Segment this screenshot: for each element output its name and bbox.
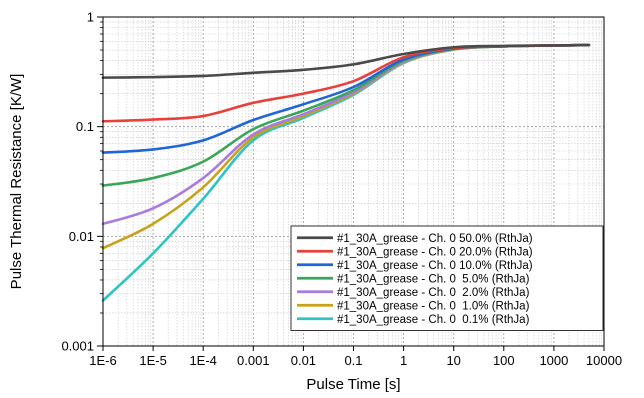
series-line (101, 43, 591, 79)
legend-label: #1_30A_grease - Ch. 0 10.0% (RthJa) (337, 260, 533, 272)
x-tick-labels: 1E-6 1E-5 1E-4 0.001 0.01 0.1 1 10 100 1000 10000 (89, 353, 622, 368)
legend-label: #1_30A_grease - Ch. 0 2.0% (RthJa) (337, 287, 530, 299)
y-tick-label: 0.01 (69, 229, 94, 244)
x-tick-label: 0.001 (237, 353, 270, 368)
legend-label: #1_30A_grease - Ch. 0 50.0% (RthJa) (337, 233, 533, 245)
legend-label: #1_30A_grease - Ch. 0 5.0% (RthJa) (337, 273, 530, 285)
x-tick-label: 1 (400, 353, 407, 368)
x-tick-label: 1E-6 (89, 353, 116, 368)
x-tick-label: 100 (493, 353, 515, 368)
x-tick-label: 10 (446, 353, 460, 368)
y-axis-title: Pulse Thermal Resistance [K/W] (8, 74, 25, 290)
x-tick-label: 10000 (586, 353, 622, 368)
legend-box (290, 225, 604, 331)
axis-ticks (97, 16, 605, 351)
x-tick-label: 0.1 (344, 353, 362, 368)
x-tick-label: 0.01 (291, 353, 316, 368)
x-tick-label: 1000 (539, 353, 568, 368)
x-axis-title: Pulse Time [s] (306, 376, 400, 393)
series-lines (101, 43, 591, 302)
legend-label: #1_30A_grease - Ch. 0 20.0% (RthJa) (337, 246, 533, 258)
legend-label: #1_30A_grease - Ch. 0 0.1% (RthJa) (337, 314, 530, 326)
x-tick-label: 1E-5 (139, 353, 166, 368)
legend-label: #1_30A_grease - Ch. 0 1.0% (RthJa) (337, 300, 530, 312)
legend: #1_30A_grease - Ch. 0 50.0% (RthJa)#1_30… (290, 225, 604, 331)
y-tick-labels: 0.001 0.01 0.1 1 (61, 10, 94, 354)
y-tick-label: 1 (87, 10, 94, 25)
y-tick-label: 0.1 (76, 119, 94, 134)
x-tick-label: 1E-4 (189, 353, 216, 368)
y-tick-label: 0.001 (61, 339, 94, 354)
